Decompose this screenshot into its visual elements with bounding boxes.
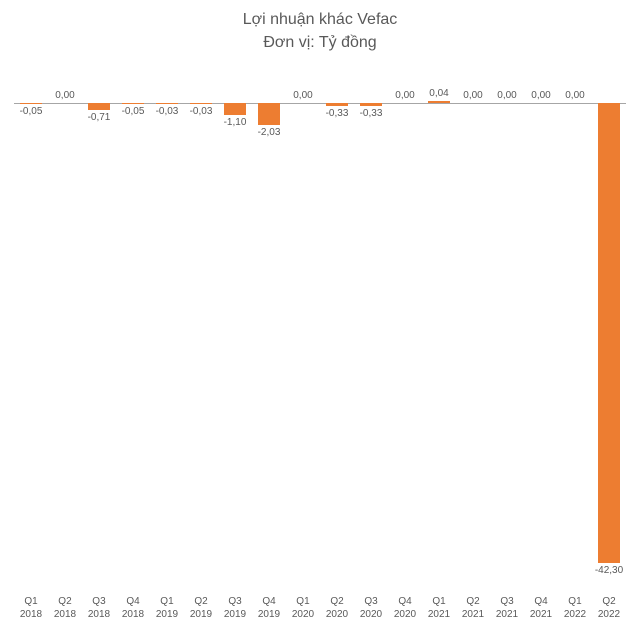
x-tick-quarter: Q2: [320, 596, 354, 609]
x-tick: Q32019: [218, 596, 252, 621]
x-tick-quarter: Q4: [116, 596, 150, 609]
x-tick-year: 2018: [82, 609, 116, 622]
x-tick: Q12020: [286, 596, 320, 621]
bar: [258, 103, 280, 125]
bar-slot: 0,04: [422, 70, 456, 592]
bar-slot: -42,30: [592, 70, 626, 592]
x-tick-quarter: Q1: [286, 596, 320, 609]
x-tick-year: 2022: [592, 609, 626, 622]
x-tick-year: 2021: [524, 609, 558, 622]
x-tick-year: 2021: [456, 609, 490, 622]
chart-subtitle: Đơn vị: Tỷ đồng: [0, 31, 640, 54]
x-tick-year: 2018: [48, 609, 82, 622]
bar-slot: 0,00: [456, 70, 490, 592]
chart-container: Lợi nhuận khác Vefac Đơn vị: Tỷ đồng -0,…: [0, 0, 640, 640]
bars-layer: -0,050,00-0,71-0,05-0,03-0,03-1,10-2,030…: [14, 70, 626, 592]
x-tick: Q22018: [48, 596, 82, 621]
x-tick-year: 2019: [184, 609, 218, 622]
x-tick: Q32020: [354, 596, 388, 621]
x-tick: Q12018: [14, 596, 48, 621]
x-tick-quarter: Q1: [422, 596, 456, 609]
x-tick-year: 2020: [388, 609, 422, 622]
x-tick: Q12019: [150, 596, 184, 621]
x-tick-year: 2022: [558, 609, 592, 622]
x-tick: Q22021: [456, 596, 490, 621]
x-tick-quarter: Q4: [388, 596, 422, 609]
x-tick-year: 2020: [354, 609, 388, 622]
x-tick-year: 2018: [14, 609, 48, 622]
bar-slot: -1,10: [218, 70, 252, 592]
x-tick-quarter: Q4: [524, 596, 558, 609]
x-tick: Q12022: [558, 596, 592, 621]
x-tick-quarter: Q2: [48, 596, 82, 609]
x-tick-year: 2021: [490, 609, 524, 622]
x-tick: Q42019: [252, 596, 286, 621]
bar: [598, 103, 620, 563]
x-tick-year: 2018: [116, 609, 150, 622]
bar-slot: 0,00: [490, 70, 524, 592]
x-tick: Q22019: [184, 596, 218, 621]
x-tick-quarter: Q1: [14, 596, 48, 609]
data-label: -42,30: [582, 563, 636, 576]
chart-title: Lợi nhuận khác Vefac: [0, 0, 640, 31]
bar-slot: 0,00: [558, 70, 592, 592]
x-tick-quarter: Q1: [150, 596, 184, 609]
x-axis: Q12018Q22018Q32018Q42018Q12019Q22019Q320…: [14, 596, 626, 632]
bar-slot: 0,00: [388, 70, 422, 592]
bar-slot: -0,05: [14, 70, 48, 592]
x-tick-year: 2020: [286, 609, 320, 622]
x-tick-quarter: Q3: [82, 596, 116, 609]
bar-slot: 0,00: [524, 70, 558, 592]
bar-slot: 0,00: [48, 70, 82, 592]
bar: [224, 103, 246, 115]
bar-slot: 0,00: [286, 70, 320, 592]
bar-slot: -0,71: [82, 70, 116, 592]
x-tick-year: 2019: [252, 609, 286, 622]
x-tick: Q42020: [388, 596, 422, 621]
bar-slot: -0,33: [320, 70, 354, 592]
x-tick-quarter: Q3: [218, 596, 252, 609]
x-tick-quarter: Q3: [354, 596, 388, 609]
x-tick-year: 2019: [150, 609, 184, 622]
x-tick: Q12021: [422, 596, 456, 621]
x-tick: Q32018: [82, 596, 116, 621]
x-tick: Q42018: [116, 596, 150, 621]
x-tick: Q22020: [320, 596, 354, 621]
x-tick: Q42021: [524, 596, 558, 621]
x-tick-quarter: Q1: [558, 596, 592, 609]
x-tick-quarter: Q2: [592, 596, 626, 609]
x-tick-quarter: Q4: [252, 596, 286, 609]
bar-slot: -0,03: [150, 70, 184, 592]
x-tick: Q32021: [490, 596, 524, 621]
bar-slot: -0,05: [116, 70, 150, 592]
x-tick-quarter: Q3: [490, 596, 524, 609]
x-tick: Q22022: [592, 596, 626, 621]
x-tick-year: 2019: [218, 609, 252, 622]
bar-slot: -0,33: [354, 70, 388, 592]
x-tick-quarter: Q2: [184, 596, 218, 609]
x-tick-year: 2020: [320, 609, 354, 622]
x-tick-quarter: Q2: [456, 596, 490, 609]
bar-slot: -0,03: [184, 70, 218, 592]
x-tick-year: 2021: [422, 609, 456, 622]
bar-slot: -2,03: [252, 70, 286, 592]
plot-area: -0,050,00-0,71-0,05-0,03-0,03-1,10-2,030…: [14, 70, 626, 592]
